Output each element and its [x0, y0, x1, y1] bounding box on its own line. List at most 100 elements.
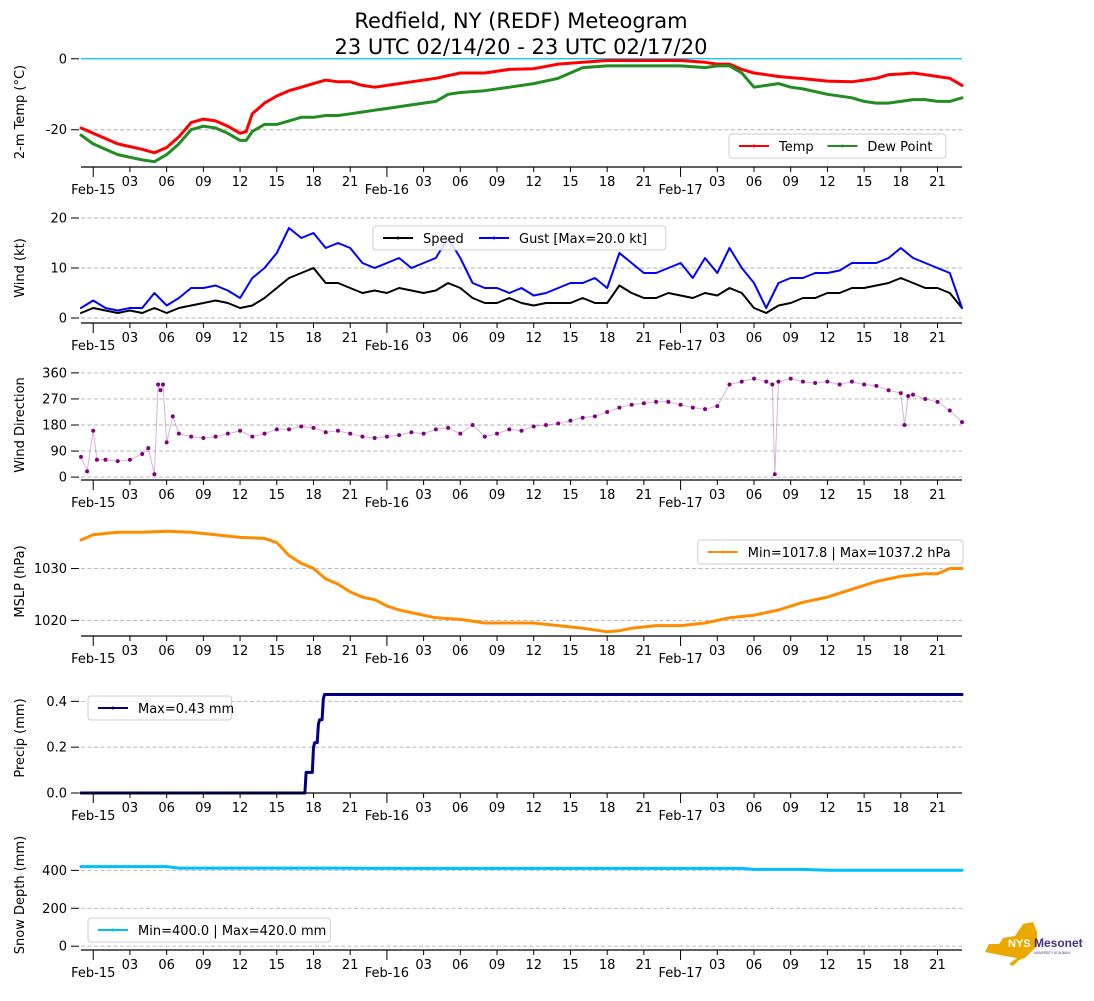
y-axis-label: Precip (mm): [13, 698, 28, 777]
panel-wind: 0 10 20 Wind (kt) Feb-15 Feb-16 Feb-17 03 06 09 12…: [13, 212, 963, 354]
x-minor-tick-label: 03: [709, 801, 726, 816]
x-minor-tick-label: 18: [599, 331, 616, 346]
x-minor-tick-label: 18: [893, 331, 910, 346]
x-minor-tick-label: 03: [709, 331, 726, 346]
x-minor-tick-label: 18: [305, 644, 322, 659]
data-point: [923, 396, 928, 401]
x-minor-tick-label: 18: [305, 958, 322, 973]
data-point: [160, 382, 165, 387]
x-minor-tick-label: 12: [819, 488, 836, 503]
data-point: [348, 431, 353, 436]
data-point: [384, 434, 389, 439]
x-minor-tick-label: 03: [122, 644, 139, 659]
data-point: [323, 430, 328, 435]
x-major-tick-label: Feb-17: [658, 809, 702, 824]
x-major-tick-label: Feb-17: [658, 496, 702, 511]
x-minor-tick-label: 09: [195, 331, 212, 346]
y-tick-label: 180: [42, 419, 67, 434]
x-minor-tick-label: 09: [195, 644, 212, 659]
x-minor-tick-label: 12: [232, 958, 249, 973]
x-minor-tick-label: 15: [856, 488, 873, 503]
y-tick-label: 360: [42, 366, 67, 381]
x-minor-tick-label: 06: [746, 801, 763, 816]
x-minor-tick-label: 09: [782, 801, 799, 816]
data-point: [641, 401, 646, 406]
data-point: [189, 434, 194, 439]
data-point: [470, 423, 475, 427]
x-minor-tick-label: 06: [158, 331, 175, 346]
panel-mslp: 1020 1030 MSLP (hPa) Feb-15 Feb-16 Feb-17 03 06…: [13, 529, 964, 667]
data-point: [715, 404, 720, 409]
legend-frame: [372, 225, 667, 251]
y-tick-label: 270: [42, 392, 67, 407]
legend: Max=0.43 mm: [87, 695, 234, 721]
ny-state-shape-icon: [985, 922, 1037, 966]
data-point: [739, 379, 744, 384]
data-point: [764, 379, 769, 384]
x-minor-tick-label: 06: [746, 331, 763, 346]
legend-label: Min=400.0 | Max=420.0 mm: [138, 924, 326, 939]
x-minor-tick-label: 12: [819, 801, 836, 816]
x-minor-tick-label: 18: [893, 488, 910, 503]
x-minor-tick-label: 06: [452, 801, 469, 816]
data-point: [360, 434, 365, 439]
panel-temp: 0 -20 2-m Temp (°C) Feb-15 Feb-16 Feb-17 03 06 0…: [13, 52, 964, 198]
x-major-tick-label: Feb-16: [365, 652, 409, 667]
x-minor-tick-label: 12: [819, 331, 836, 346]
x-minor-tick-label: 18: [893, 644, 910, 659]
x-major-tick-label: Feb-16: [365, 809, 409, 824]
x-minor-tick-label: 15: [269, 488, 286, 503]
x-major-tick-label: Feb-15: [71, 496, 115, 511]
x-minor-tick-label: 06: [158, 175, 175, 190]
y-tick-label: 1030: [34, 562, 67, 577]
x-minor-tick-label: 18: [599, 801, 616, 816]
x-minor-tick-label: 03: [122, 488, 139, 503]
data-point: [727, 382, 732, 387]
x-major-tick-label: Feb-17: [658, 966, 702, 981]
x-minor-tick-label: 21: [636, 958, 653, 973]
legend-label: Gust [Max=20.0 kt]: [519, 232, 647, 247]
data-point: [703, 407, 708, 412]
x-minor-tick-label: 15: [562, 958, 579, 973]
x-minor-tick-label: 03: [415, 958, 432, 973]
x-major-tick-label: Feb-15: [71, 183, 115, 198]
x-minor-tick-label: 03: [122, 958, 139, 973]
data-point: [213, 434, 218, 439]
x-minor-tick-label: 15: [269, 801, 286, 816]
data-point: [170, 414, 175, 419]
legend-frame: [87, 917, 331, 943]
data-point: [176, 431, 181, 436]
chart-title-line1: Redfield, NY (REDF) Meteogram: [354, 9, 687, 33]
data-point: [911, 392, 916, 397]
data-point: [568, 418, 573, 423]
x-minor-tick-label: 12: [525, 958, 542, 973]
data-point: [164, 440, 169, 445]
x-minor-tick-label: 03: [709, 488, 726, 503]
x-minor-tick-label: 18: [599, 644, 616, 659]
x-minor-tick-label: 06: [158, 801, 175, 816]
data-point: [947, 408, 952, 413]
data-point: [654, 399, 659, 404]
y-tick-label: 20: [50, 212, 67, 227]
series-line-temp: [79, 59, 964, 155]
data-point: [960, 420, 964, 425]
x-minor-tick-label: 15: [562, 331, 579, 346]
x-minor-tick-label: 21: [636, 175, 653, 190]
x-minor-tick-label: 21: [636, 488, 653, 503]
x-minor-tick-label: 21: [929, 958, 946, 973]
logo-university-text: UNIVERSITY AT ALBANY: [1034, 951, 1072, 955]
data-point: [605, 409, 610, 414]
data-point: [335, 428, 340, 433]
data-point: [158, 388, 163, 393]
legend: Min=1017.8 | Max=1037.2 hPa: [697, 539, 964, 565]
x-minor-tick-label: 15: [269, 958, 286, 973]
legend-label: Speed: [423, 232, 464, 247]
data-point: [115, 459, 120, 464]
x-minor-tick-label: 12: [232, 175, 249, 190]
series-line-mslp: [79, 529, 964, 634]
x-minor-tick-label: 18: [893, 801, 910, 816]
data-point: [446, 425, 451, 430]
x-minor-tick-label: 09: [195, 801, 212, 816]
x-major-tick-label: Feb-15: [71, 652, 115, 667]
x-major-tick-label: Feb-15: [71, 809, 115, 824]
